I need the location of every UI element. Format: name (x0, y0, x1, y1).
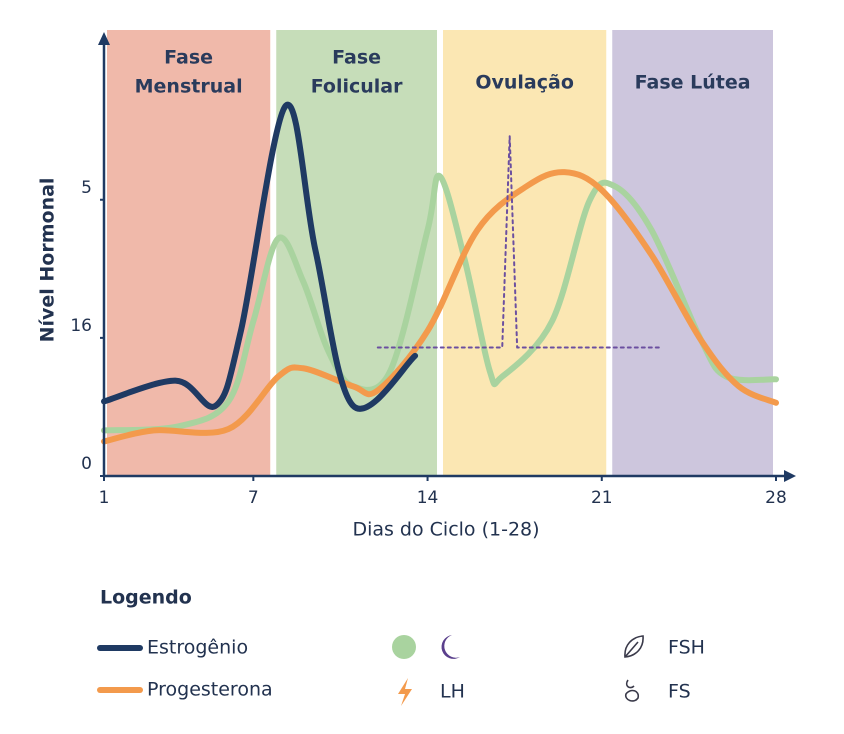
phase-label: Fase (164, 47, 213, 69)
legend-label: Estrogênio (147, 637, 248, 659)
x-tick-label: 14 (417, 488, 439, 508)
legend-title: Logendo (100, 587, 192, 609)
moon-icon (441, 635, 460, 659)
y-axis-label: Nível Hormonal (37, 178, 59, 343)
seed-icon (624, 679, 640, 702)
phase-band (443, 30, 607, 476)
x-arrow (784, 470, 796, 482)
phase-band (276, 30, 437, 476)
legend-label: Progesterona (147, 679, 273, 701)
phase-label: Menstrual (135, 76, 243, 98)
x-tick-label: 7 (248, 488, 259, 508)
axes (98, 32, 796, 482)
series-line (101, 172, 779, 434)
leaf-icon (624, 635, 644, 658)
y-tick-label: 16 (70, 316, 92, 336)
x-tick-label: 1 (99, 488, 110, 508)
phase-band (107, 30, 271, 476)
phase-band (612, 30, 773, 476)
legend-label: FS (668, 681, 691, 703)
series-line (101, 169, 779, 445)
x-axis-label: Dias do Ciclo (1-28) (352, 519, 539, 541)
y-arrow (98, 32, 110, 45)
legend-label: FSH (668, 637, 705, 659)
phase-label: Ovulação (475, 72, 574, 94)
legend-swatch (392, 635, 416, 659)
phase-label: Fase (332, 47, 381, 69)
phase-label: Folicular (311, 76, 403, 98)
series-line (101, 101, 419, 412)
y-tick-label: 5 (81, 178, 92, 198)
x-tick-label: 28 (765, 488, 787, 508)
phases: Fase Menstrual Fase Folicular Ovulação Fase L… (107, 30, 773, 476)
legend-label: LH (440, 681, 465, 703)
lines (101, 101, 779, 445)
x-tick-label: 21 (591, 488, 613, 508)
series-line (376, 135, 661, 349)
phase-label: Fase Lútea (635, 72, 751, 94)
lightning-icon (398, 678, 412, 706)
y-tick-label: 0 (81, 454, 92, 474)
